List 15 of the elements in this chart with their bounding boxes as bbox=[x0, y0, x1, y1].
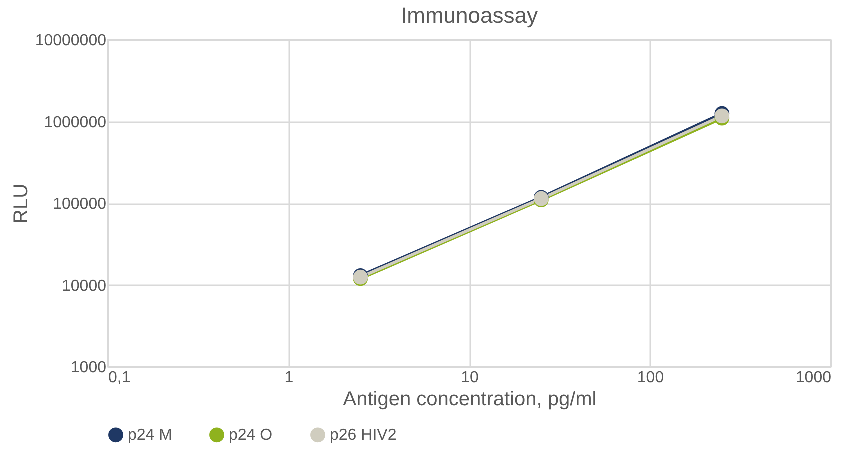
x-tick-label: 0,1 bbox=[108, 370, 131, 386]
legend-label: p24 O bbox=[229, 427, 273, 444]
x-tick-label: 10 bbox=[461, 370, 479, 386]
legend-label: p24 M bbox=[128, 427, 172, 444]
y-tick-label: 10000 bbox=[62, 278, 107, 295]
x-axis-title: Antigen concentration, pg/ml bbox=[343, 388, 597, 410]
legend-label: p26 HIV2 bbox=[330, 427, 397, 444]
y-tick-label: 10000000 bbox=[35, 32, 107, 50]
x-tick-label: 1000 bbox=[796, 370, 832, 386]
x-tick-label: 1 bbox=[284, 370, 294, 386]
y-tick-label: 100000 bbox=[53, 196, 107, 213]
chart-title: Immunoassay bbox=[401, 3, 538, 28]
y-tick-label: 1000000 bbox=[44, 114, 107, 132]
x-tick-label: 100 bbox=[637, 370, 664, 386]
y-axis-title: RLU bbox=[10, 184, 32, 224]
